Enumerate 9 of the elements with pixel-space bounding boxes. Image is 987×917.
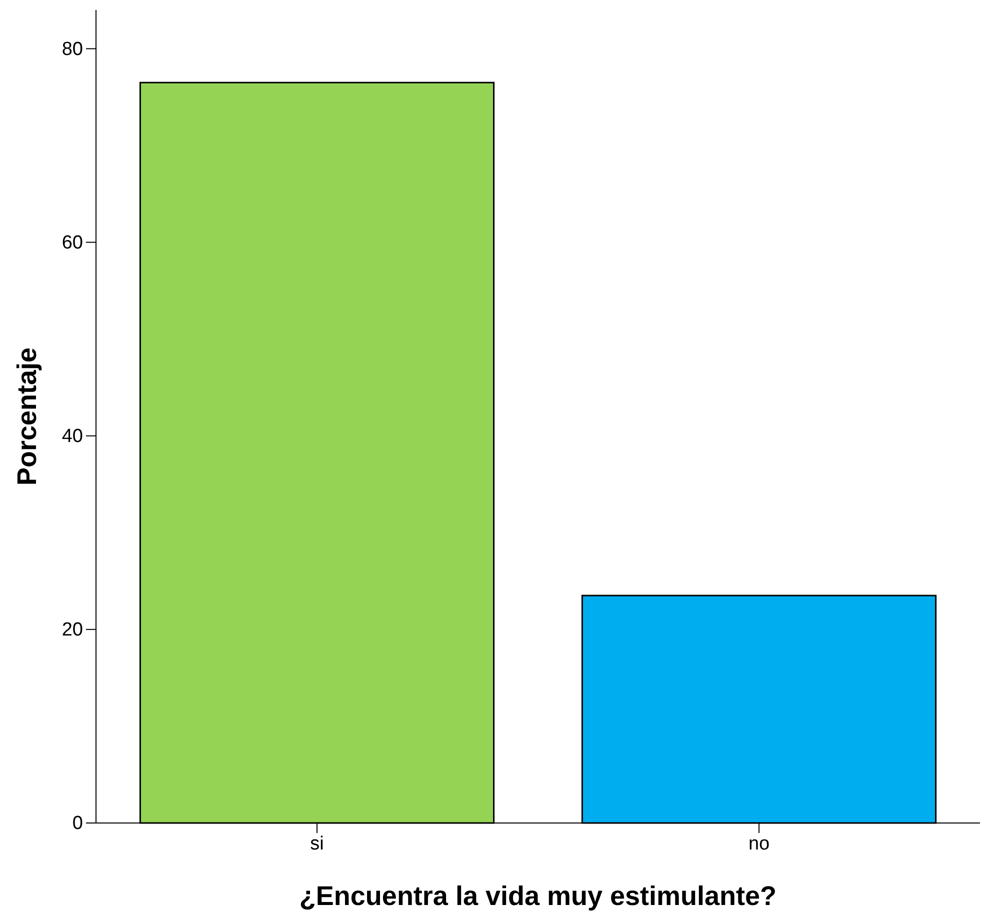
- y-tick-label: 80: [62, 38, 83, 60]
- y-axis-title: Porcentaje: [12, 347, 42, 486]
- x-tick-label: si: [310, 833, 324, 854]
- y-tick-label: 60: [62, 232, 83, 254]
- y-tick-label: 0: [72, 813, 83, 834]
- y-tick-label: 40: [62, 426, 83, 447]
- x-tick-label: no: [748, 833, 770, 854]
- y-tick-label: 20: [62, 620, 83, 641]
- x-axis-title: ¿Encuentra la vida muy estimulante?: [299, 881, 777, 911]
